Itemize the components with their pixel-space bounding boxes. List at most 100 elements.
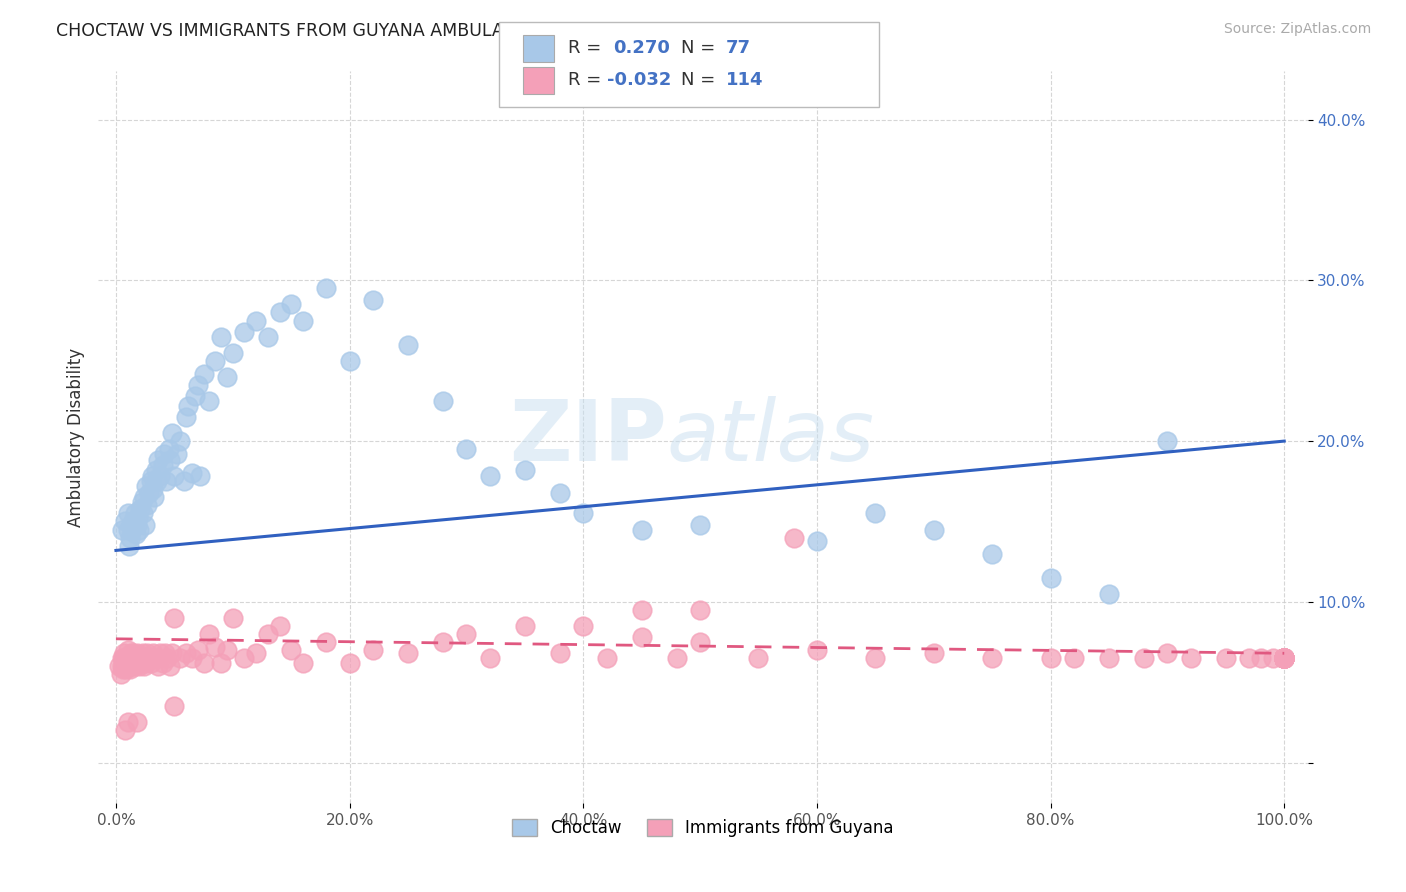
Point <box>1039 571 1062 585</box>
Point <box>1272 651 1295 665</box>
Point <box>149 469 172 483</box>
Point <box>630 603 652 617</box>
Text: R =: R = <box>568 39 602 57</box>
Point <box>513 619 536 633</box>
Point <box>131 656 153 670</box>
Point <box>187 377 209 392</box>
Point <box>193 367 215 381</box>
Point <box>1272 651 1295 665</box>
Point <box>922 523 945 537</box>
Point <box>120 646 142 660</box>
Point <box>209 656 232 670</box>
Point <box>1272 651 1295 665</box>
Point <box>124 651 146 665</box>
Text: 114: 114 <box>725 71 763 89</box>
Point <box>163 469 186 483</box>
Point <box>135 656 157 670</box>
Point <box>111 659 134 673</box>
Point <box>114 515 136 529</box>
Point <box>134 651 156 665</box>
Point <box>153 447 176 461</box>
Point <box>188 469 211 483</box>
Text: N =: N = <box>681 71 714 89</box>
Point <box>169 651 191 665</box>
Point <box>112 646 135 660</box>
Point <box>112 656 135 670</box>
Point <box>136 499 159 513</box>
Point <box>1272 651 1295 665</box>
Point <box>120 656 142 670</box>
Point <box>548 485 571 500</box>
Point <box>1261 651 1284 665</box>
Text: atlas: atlas <box>666 395 875 479</box>
Point <box>159 453 181 467</box>
Point <box>215 369 238 384</box>
Point <box>127 511 149 525</box>
Point <box>118 539 141 553</box>
Point <box>132 646 155 660</box>
Point <box>1063 651 1085 665</box>
Point <box>180 651 202 665</box>
Point <box>198 393 221 408</box>
Point <box>129 651 152 665</box>
Point <box>1098 651 1121 665</box>
Point <box>245 313 267 327</box>
Point <box>118 651 141 665</box>
Point <box>1272 651 1295 665</box>
Point <box>689 603 711 617</box>
Point <box>689 517 711 532</box>
Point <box>981 547 1004 561</box>
Point <box>665 651 688 665</box>
Point <box>1272 651 1295 665</box>
Point <box>135 479 157 493</box>
Point <box>1133 651 1156 665</box>
Point <box>125 527 148 541</box>
Point <box>174 646 197 660</box>
Point <box>1156 434 1178 449</box>
Text: Source: ZipAtlas.com: Source: ZipAtlas.com <box>1223 22 1371 37</box>
Point <box>111 651 134 665</box>
Point <box>111 523 134 537</box>
Point <box>121 659 143 673</box>
Point <box>132 491 155 505</box>
Point <box>114 723 136 738</box>
Point <box>630 523 652 537</box>
Point <box>198 627 221 641</box>
Point <box>806 643 828 657</box>
Point <box>1272 651 1295 665</box>
Point <box>122 656 145 670</box>
Point <box>117 523 139 537</box>
Point <box>163 699 186 714</box>
Point <box>291 313 314 327</box>
Point <box>169 434 191 449</box>
Point <box>1237 651 1260 665</box>
Point <box>1272 651 1295 665</box>
Point <box>922 646 945 660</box>
Point <box>117 507 139 521</box>
Point <box>132 659 155 673</box>
Point <box>117 643 139 657</box>
Point <box>806 533 828 548</box>
Point <box>339 353 361 368</box>
Text: ZIP: ZIP <box>509 395 666 479</box>
Point <box>117 651 139 665</box>
Point <box>1272 651 1295 665</box>
Point <box>128 659 150 673</box>
Point <box>215 643 238 657</box>
Point <box>1272 651 1295 665</box>
Point <box>138 651 160 665</box>
Point <box>142 646 165 660</box>
Point <box>129 501 152 516</box>
Point <box>689 635 711 649</box>
Point <box>139 475 162 489</box>
Point <box>118 531 141 545</box>
Point <box>432 635 454 649</box>
Point <box>125 656 148 670</box>
Point <box>204 640 226 654</box>
Point <box>110 667 132 681</box>
Point <box>280 643 302 657</box>
Point <box>361 643 384 657</box>
Point <box>1215 651 1237 665</box>
Text: CHOCTAW VS IMMIGRANTS FROM GUYANA AMBULATORY DISABILITY CORRELATION CHART: CHOCTAW VS IMMIGRANTS FROM GUYANA AMBULA… <box>56 22 844 40</box>
Point <box>177 399 200 413</box>
